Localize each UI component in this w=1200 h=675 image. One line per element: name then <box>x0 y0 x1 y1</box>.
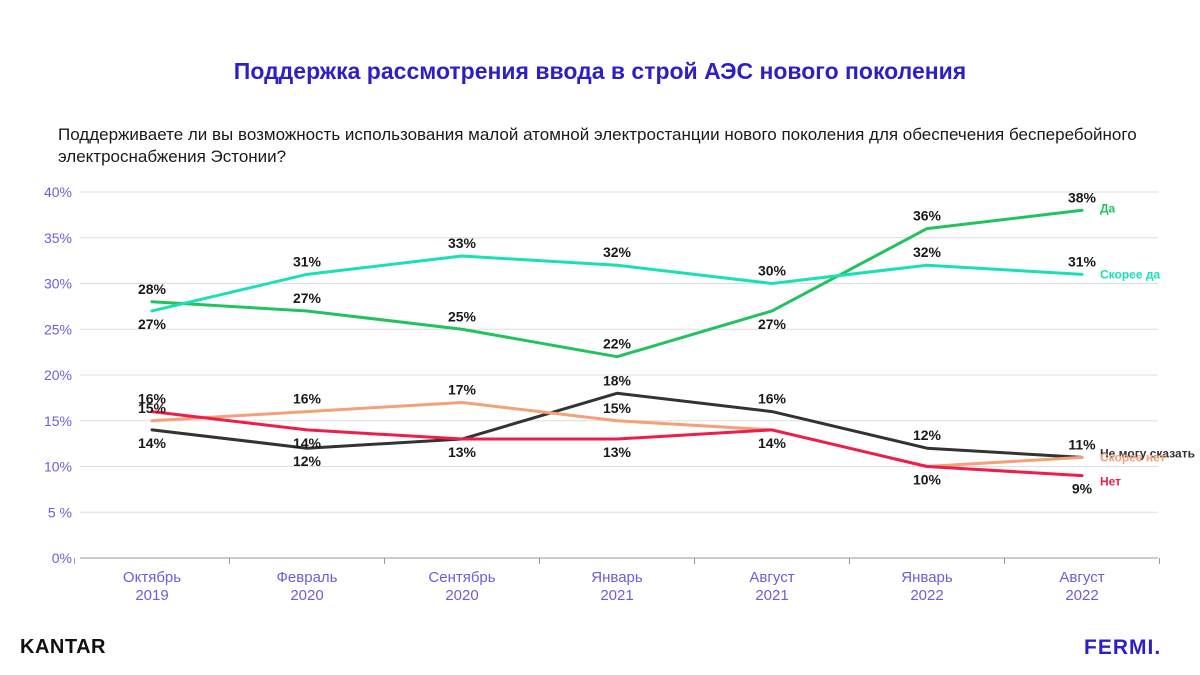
data-label: 10% <box>913 472 942 488</box>
data-label: 9% <box>1072 481 1093 497</box>
x-tick-label-month: Октябрь <box>123 569 181 586</box>
series-name-label: Не могу сказать <box>1100 446 1195 460</box>
data-label: 15% <box>603 400 632 416</box>
x-tick-label-month: Январь <box>591 569 643 586</box>
data-label: 14% <box>758 435 787 451</box>
data-label: 13% <box>448 444 477 460</box>
data-label: 31% <box>1068 253 1097 269</box>
series-name-label: Нет <box>1100 475 1121 489</box>
y-tick-label: 25% <box>44 321 72 337</box>
y-tick-label: 5 % <box>48 504 72 520</box>
data-label: 30% <box>758 263 787 279</box>
series-line <box>150 254 1084 313</box>
data-label: 27% <box>138 316 167 332</box>
x-tick-label-year: 2020 <box>290 587 323 604</box>
data-label: 14% <box>293 435 322 451</box>
series-line <box>150 208 1084 359</box>
data-label: 31% <box>293 253 322 269</box>
data-label: 15% <box>138 400 167 416</box>
y-tick-label: 35% <box>44 230 72 246</box>
data-label: 32% <box>603 244 632 260</box>
x-tick-label-year: 2020 <box>445 587 478 604</box>
x-tick-label-month: Январь <box>901 569 953 586</box>
x-tick-label-month: Август <box>749 569 794 586</box>
data-label: 18% <box>603 372 632 388</box>
data-label: 14% <box>138 435 167 451</box>
data-label: 12% <box>913 427 942 443</box>
data-label: 11% <box>1068 436 1096 452</box>
x-tick-label-month: Февраль <box>277 569 338 586</box>
y-tick-label: 0% <box>52 550 72 566</box>
chart-subtitle: Поддерживаете ли вы возможность использо… <box>58 125 1137 166</box>
data-label: 16% <box>293 391 322 407</box>
data-label: 27% <box>758 316 787 332</box>
y-tick-label: 40% <box>44 184 72 200</box>
series-name-label: Скорее да <box>1100 267 1160 281</box>
data-label: 22% <box>603 336 632 352</box>
y-tick-label: 10% <box>44 459 72 475</box>
x-tick-label-year: 2019 <box>135 587 168 604</box>
data-label: 16% <box>138 391 167 407</box>
y-tick-label: 20% <box>44 367 72 383</box>
data-label: 32% <box>913 244 942 260</box>
x-tick-label-year: 2021 <box>755 587 788 604</box>
data-label: 38% <box>1068 189 1097 205</box>
data-label: 16% <box>758 391 787 407</box>
data-label: 28% <box>138 281 167 297</box>
x-tick-label-month: Август <box>1059 569 1104 586</box>
chart-title: Поддержка рассмотрения ввода в строй АЭС… <box>233 58 967 84</box>
data-label: 17% <box>448 381 477 397</box>
data-label: 33% <box>448 235 477 251</box>
data-label: 25% <box>448 308 477 324</box>
x-tick-label-month: Сентябрь <box>428 569 495 586</box>
data-label: 13% <box>603 444 632 460</box>
series-name-label: Да <box>1100 201 1116 215</box>
x-tick-label-year: 2021 <box>600 587 633 604</box>
data-label: 36% <box>913 208 942 224</box>
x-tick-label-year: 2022 <box>1065 587 1098 604</box>
data-label: 12% <box>293 453 322 469</box>
kantar-logo: KANTAR <box>20 636 106 658</box>
series-line <box>150 391 1084 459</box>
x-tick-label-year: 2022 <box>910 587 943 604</box>
y-tick-label: 15% <box>44 413 72 429</box>
fermi-logo: FERMI. <box>1084 636 1162 659</box>
y-tick-label: 30% <box>44 276 72 292</box>
series-line <box>150 410 1084 478</box>
data-label: 27% <box>293 290 322 306</box>
series-name-label: Скорее нет <box>1100 450 1166 464</box>
